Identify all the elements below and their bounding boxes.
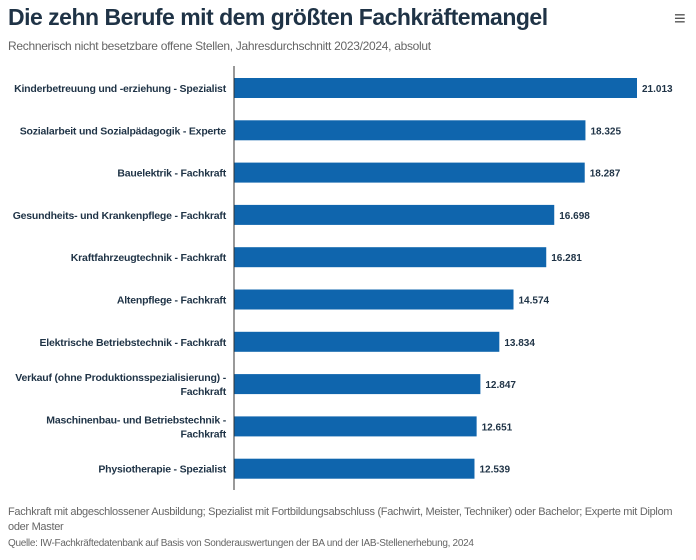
category-label: Sozialarbeit und Sozialpädagogik - Exper… <box>20 125 227 137</box>
category-label: Elektrische Betriebstechnik - Fachkraft <box>39 337 226 349</box>
value-label: 13.834 <box>504 338 535 349</box>
value-label: 12.651 <box>482 422 513 433</box>
category-label: Kinderbetreuung und -erziehung - Spezial… <box>14 83 227 95</box>
bar[interactable] <box>234 247 547 268</box>
value-label: 16.698 <box>559 211 590 222</box>
bar[interactable] <box>234 458 475 479</box>
category-label: Gesundheits- und Krankenpflege - Fachkra… <box>13 210 227 222</box>
bar[interactable] <box>234 289 514 310</box>
category-label: Fachkraft <box>181 428 227 440</box>
bar[interactable] <box>234 78 637 98</box>
category-label: Fachkraft <box>181 386 227 398</box>
bar[interactable] <box>234 204 555 225</box>
value-label: 14.574 <box>519 296 550 307</box>
value-label: 16.281 <box>551 253 582 264</box>
bar[interactable] <box>234 162 585 183</box>
category-label: Bauelektrik - Fachkraft <box>117 168 226 180</box>
value-label: 18.325 <box>590 126 621 137</box>
category-label: Altenpflege - Fachkraft <box>117 295 227 307</box>
value-label: 12.539 <box>479 465 510 476</box>
category-label: Maschinenbau- und Betriebstechnik - <box>46 414 226 426</box>
chart-note: Fachkraft mit abgeschlossener Ausbildung… <box>8 506 673 533</box>
hamburger-menu-icon[interactable]: ≡ <box>674 8 686 30</box>
chart-title: Die zehn Berufe mit dem größten Fachkräf… <box>8 4 548 30</box>
bar[interactable] <box>234 416 477 437</box>
category-label: Physiotherapie - Spezialist <box>98 464 226 476</box>
category-label: Verkauf (ohne Produktionsspezialisierung… <box>15 372 226 384</box>
value-label: 18.287 <box>590 169 621 180</box>
bar[interactable] <box>234 374 481 395</box>
bar[interactable] <box>234 331 500 352</box>
value-label: 21.013 <box>642 84 673 95</box>
chart-subtitle: Rechnerisch nicht besetzbare offene Stel… <box>8 39 431 53</box>
category-label: Kraftfahrzeugtechnik - Fachkraft <box>71 252 227 264</box>
chart-source: Quelle: IW-Fachkräftedatenbank auf Basis… <box>8 538 474 549</box>
bar-chart: 21.013 Kinderbetreuung und -erziehung - S… <box>13 66 673 490</box>
bar[interactable] <box>234 120 586 141</box>
value-label: 12.847 <box>485 380 516 391</box>
